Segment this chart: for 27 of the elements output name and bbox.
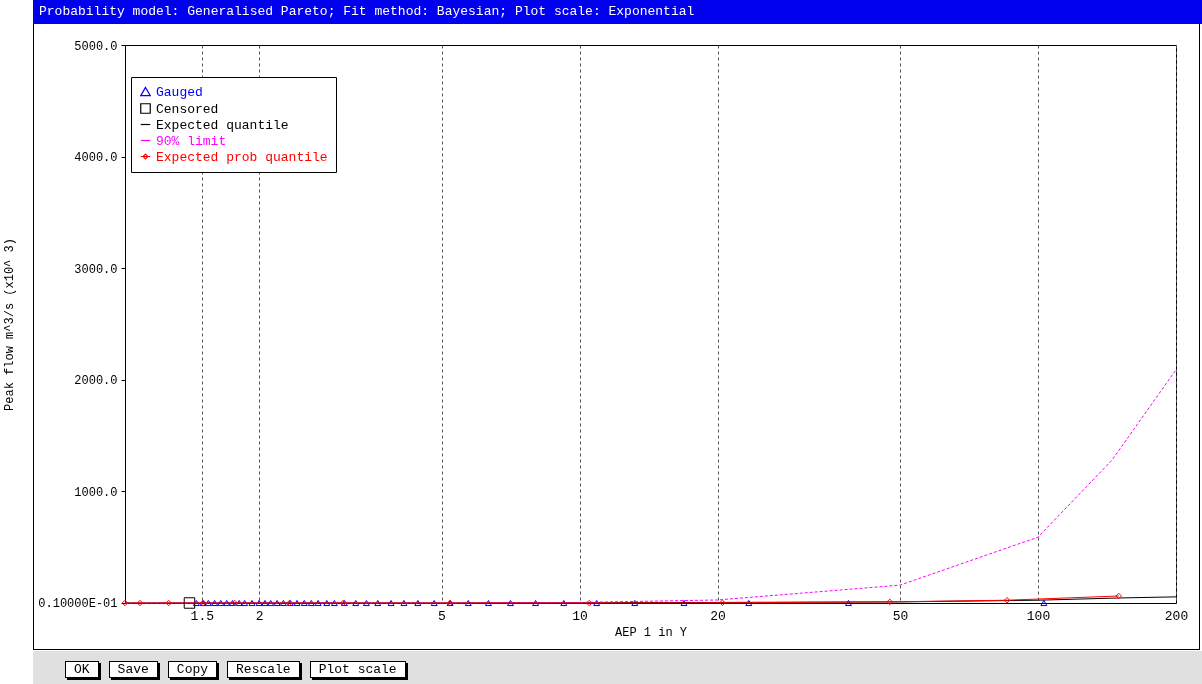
x-tick-label: 2 bbox=[255, 608, 264, 624]
x-tick-label: 5 bbox=[438, 608, 446, 624]
legend-label: Gauged bbox=[156, 84, 203, 100]
x-tick-label: 100 bbox=[1026, 608, 1051, 624]
x-tick-label: 10 bbox=[572, 608, 588, 624]
legend-label: Expected quantile bbox=[156, 117, 289, 133]
y-tick-label: 1000.0 bbox=[74, 485, 118, 500]
push-button: OK bbox=[65, 661, 99, 678]
legend-label: 90% limit bbox=[156, 133, 227, 149]
chart-title: Probability model: Generalised Pareto; Fit method: Bayesian; Plot scale: Exponential bbox=[33, 0, 1202, 24]
x-axis-title: AEP 1 in Y bbox=[614, 625, 688, 640]
push-button: Save bbox=[108, 661, 158, 678]
x-tick-label: 200 bbox=[1164, 608, 1189, 624]
x-tick-label: 1.5 bbox=[190, 608, 214, 624]
push-button: Copy bbox=[167, 661, 218, 678]
y-tick-label: 0.10000E-01 bbox=[38, 597, 118, 612]
legend-label: Censored bbox=[156, 101, 219, 117]
push-button: Plot scale bbox=[309, 661, 406, 678]
y-tick-label: 5000.0 bbox=[74, 39, 118, 54]
y-tick-label: 2000.0 bbox=[74, 374, 118, 389]
y-axis-title: Peak flow m^3/s (x10^ 3) bbox=[2, 238, 17, 411]
legend-label: Expected prob quantile bbox=[156, 149, 328, 165]
push-button: Rescale bbox=[227, 661, 300, 678]
x-tick-label: 50 bbox=[892, 608, 909, 624]
y-tick-label: 4000.0 bbox=[74, 151, 118, 166]
x-tick-label: 20 bbox=[710, 608, 726, 624]
y-tick-label: 3000.0 bbox=[74, 262, 118, 277]
